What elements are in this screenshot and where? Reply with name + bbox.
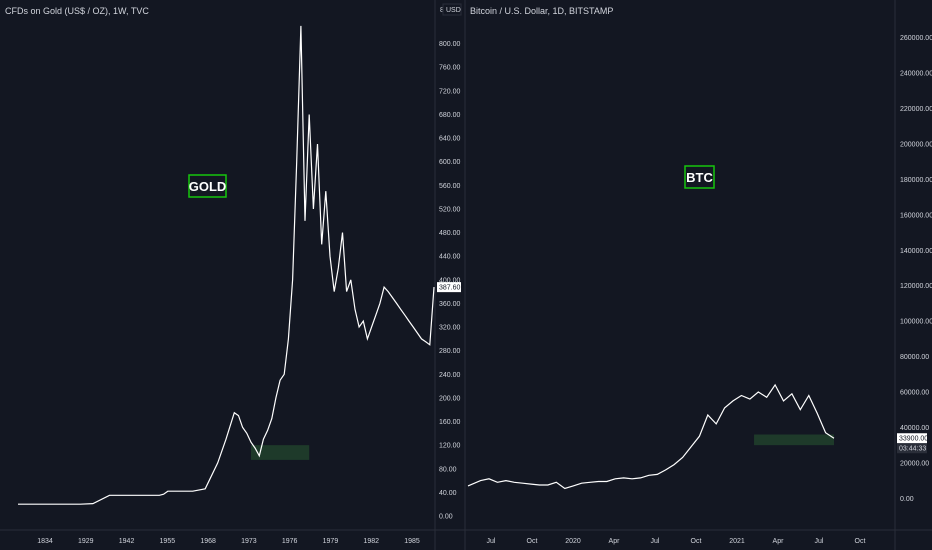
gold-chart-title: CFDs on Gold (US$ / OZ), 1W, TVC xyxy=(5,6,149,16)
gold-price-line xyxy=(18,25,435,505)
btc-y-tick-3: 60000.00 xyxy=(900,390,929,397)
gold-y-tick-6: 240.00 xyxy=(439,372,461,379)
btc-last-price-marker: 33900.00 03:44:33 xyxy=(897,433,928,454)
gold-y-tick-5: 200.00 xyxy=(439,395,461,402)
gold-y-tick-0: 0.00 xyxy=(439,514,453,521)
btc-support-zone xyxy=(754,434,834,446)
btc-y-tick-9: 180000.00 xyxy=(900,177,932,184)
gold-y-tick-18: 720.00 xyxy=(439,88,461,95)
gold-last-price-marker: 387.60 xyxy=(437,282,461,293)
btc-y-tick-7: 140000.00 xyxy=(900,248,932,255)
btc-x-tick-7: Apr xyxy=(773,538,785,545)
gold-x-tick-2: 1942 xyxy=(119,538,135,545)
gold-last-price-label: 387.60 xyxy=(439,285,461,292)
btc-y-tick-6: 120000.00 xyxy=(900,283,932,290)
gold-y-tick-8: 320.00 xyxy=(439,325,461,332)
gold-x-tick-9: 1985 xyxy=(404,538,420,545)
gold-currency-box[interactable] xyxy=(442,3,462,16)
btc-x-tick-1: Oct xyxy=(527,538,538,545)
btc-y-tick-2: 40000.00 xyxy=(900,425,929,432)
gold-badge: GOLD xyxy=(189,179,227,194)
gold-y-tick-10: 400.00 xyxy=(439,277,461,284)
gold-y-tick-2: 80.00 xyxy=(439,466,457,473)
btc-x-tick-3: Apr xyxy=(609,538,621,545)
gold-x-tick-0: 1834 xyxy=(37,538,53,545)
btc-x-tick-9: Oct xyxy=(855,538,866,545)
gold-y-tick-9: 360.00 xyxy=(439,301,461,308)
btc-x-axis: Jul Oct 2020 Apr Jul Oct 2021 Apr Jul Oct xyxy=(487,538,866,545)
gold-y-axis: 0.00 40.00 80.00 120.00 160.00 200.00 240.00 28… xyxy=(439,41,461,520)
gold-y-tick-13: 520.00 xyxy=(439,206,461,213)
gold-x-tick-8: 1982 xyxy=(363,538,379,545)
gold-badge-box xyxy=(188,174,227,198)
btc-last-price-label: 33900.00 xyxy=(899,436,928,443)
gold-y-tick-20: 800.00 xyxy=(439,41,461,48)
btc-y-tick-4: 80000.00 xyxy=(900,354,929,361)
btc-x-tick-6: 2021 xyxy=(729,538,745,545)
gold-y-tick-3: 120.00 xyxy=(439,443,461,450)
btc-x-tick-4: Jul xyxy=(651,538,660,545)
gold-axis-currency: USD xyxy=(446,7,461,14)
gold-y-tick-11: 440.00 xyxy=(439,254,461,261)
gold-x-tick-5: 1973 xyxy=(241,538,257,545)
btc-x-tick-5: Oct xyxy=(691,538,702,545)
btc-y-axis: 0.00 20000.00 40000.00 60000.00 80000.00 1000… xyxy=(900,35,932,503)
gold-axis-corner: 8 xyxy=(440,7,444,14)
btc-x-tick-0: Jul xyxy=(487,538,496,545)
gold-y-tick-7: 280.00 xyxy=(439,348,461,355)
btc-y-tick-0: 0.00 xyxy=(900,496,914,503)
btc-y-tick-1: 20000.00 xyxy=(900,460,929,467)
gold-x-tick-4: 1968 xyxy=(200,538,216,545)
btc-y-tick-5: 100000.00 xyxy=(900,319,932,326)
btc-y-tick-12: 240000.00 xyxy=(900,71,932,78)
gold-x-tick-6: 1976 xyxy=(282,538,298,545)
gold-x-axis: 1834 1929 1942 1955 1968 1973 1976 1979 1982 1985 xyxy=(37,538,420,545)
gold-y-tick-19: 760.00 xyxy=(439,65,461,72)
gold-x-tick-1: 1929 xyxy=(78,538,94,545)
btc-countdown-box xyxy=(897,443,927,454)
gold-chart: CFDs on Gold (US$ / OZ), 1W, TVC 8 USD 0… xyxy=(5,0,462,550)
gold-y-tick-15: 600.00 xyxy=(439,159,461,166)
gold-y-tick-1: 40.00 xyxy=(439,490,457,497)
btc-y-tick-8: 160000.00 xyxy=(900,212,932,219)
gold-x-tick-7: 1979 xyxy=(323,538,339,545)
btc-y-tick-10: 200000.00 xyxy=(900,142,932,149)
btc-x-tick-8: Jul xyxy=(815,538,824,545)
btc-chart: Bitcoin / U.S. Dollar, 1D, BITSTAMP 0.00… xyxy=(464,0,932,550)
btc-badge-box xyxy=(684,165,715,189)
gold-x-tick-3: 1955 xyxy=(160,538,176,545)
gold-y-tick-4: 160.00 xyxy=(439,419,461,426)
btc-badge: BTC xyxy=(686,170,713,185)
btc-last-price-box xyxy=(897,433,927,444)
gold-last-price-box xyxy=(437,282,461,293)
gold-y-tick-16: 640.00 xyxy=(439,136,461,143)
btc-price-line xyxy=(467,383,835,490)
gold-y-tick-12: 480.00 xyxy=(439,230,461,237)
gold-y-tick-17: 680.00 xyxy=(439,112,461,119)
gold-y-tick-14: 560.00 xyxy=(439,183,461,190)
btc-chart-title: Bitcoin / U.S. Dollar, 1D, BITSTAMP xyxy=(470,6,613,16)
btc-y-tick-13: 260000.00 xyxy=(900,35,932,42)
btc-x-tick-2: 2020 xyxy=(565,538,581,545)
gold-support-zone xyxy=(250,445,310,460)
btc-countdown-label: 03:44:33 xyxy=(899,446,926,453)
btc-y-tick-11: 220000.00 xyxy=(900,106,932,113)
